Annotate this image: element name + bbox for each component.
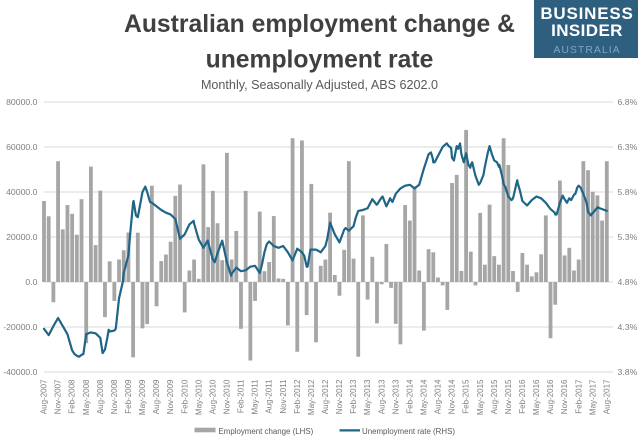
svg-text:4.8%: 4.8%: [618, 277, 638, 287]
svg-text:Unemployment rate (RHS): Unemployment rate (RHS): [362, 427, 455, 436]
svg-text:Aug-2009: Aug-2009: [152, 379, 161, 414]
svg-text:Aug-2013: Aug-2013: [377, 379, 386, 414]
svg-text:4.3%: 4.3%: [618, 322, 638, 332]
svg-text:6.8%: 6.8%: [618, 97, 638, 107]
svg-text:Feb-2014: Feb-2014: [405, 379, 414, 414]
svg-text:Monthly, Seasonally Adjusted,: Monthly, Seasonally Adjusted, ABS 6202.0: [201, 78, 438, 92]
svg-text:-20000.0: -20000.0: [3, 322, 37, 332]
svg-text:Aug-2014: Aug-2014: [434, 379, 443, 414]
svg-text:Australian employment change &: Australian employment change &: [124, 11, 515, 38]
svg-text:0.0: 0.0: [25, 277, 37, 287]
svg-text:Nov-2010: Nov-2010: [223, 379, 232, 414]
svg-text:May-2008: May-2008: [82, 379, 91, 415]
svg-text:BUSINESS: BUSINESS: [540, 4, 633, 23]
svg-text:May-2016: May-2016: [532, 379, 541, 415]
svg-text:May-2010: May-2010: [194, 379, 203, 415]
svg-text:Aug-2007: Aug-2007: [40, 379, 49, 414]
svg-text:Aug-2011: Aug-2011: [265, 379, 274, 414]
svg-text:AUSTRALIA: AUSTRALIA: [553, 44, 620, 56]
svg-text:May-2011: May-2011: [251, 379, 260, 415]
svg-text:Employment change (LHS): Employment change (LHS): [219, 427, 314, 436]
svg-text:Feb-2009: Feb-2009: [124, 379, 133, 414]
svg-text:Nov-2011: Nov-2011: [279, 379, 288, 414]
svg-text:May-2015: May-2015: [476, 379, 485, 415]
svg-text:Nov-2016: Nov-2016: [560, 379, 569, 414]
svg-text:Aug-2010: Aug-2010: [208, 379, 217, 414]
svg-text:Feb-2017: Feb-2017: [574, 379, 583, 414]
svg-text:Feb-2011: Feb-2011: [237, 379, 246, 413]
svg-text:Feb-2015: Feb-2015: [462, 379, 471, 414]
svg-text:-40000.0: -40000.0: [3, 367, 37, 377]
svg-text:May-2013: May-2013: [363, 379, 372, 415]
svg-text:6.3%: 6.3%: [618, 142, 638, 152]
svg-text:Aug-2016: Aug-2016: [546, 379, 555, 414]
svg-text:Aug-2012: Aug-2012: [321, 379, 330, 414]
svg-text:Nov-2009: Nov-2009: [166, 379, 175, 414]
svg-text:Aug-2017: Aug-2017: [602, 379, 611, 414]
svg-text:Aug-2008: Aug-2008: [96, 379, 105, 414]
svg-text:Feb-2016: Feb-2016: [518, 379, 527, 414]
svg-text:May-2017: May-2017: [588, 379, 597, 415]
svg-text:May-2009: May-2009: [138, 379, 147, 415]
svg-text:INSIDER: INSIDER: [551, 21, 623, 40]
svg-text:Nov-2008: Nov-2008: [110, 379, 119, 414]
svg-text:Nov-2015: Nov-2015: [504, 379, 513, 414]
svg-text:80000.0: 80000.0: [6, 97, 38, 107]
svg-text:Feb-2012: Feb-2012: [293, 379, 302, 414]
svg-text:20000.0: 20000.0: [6, 232, 38, 242]
svg-text:Aug-2015: Aug-2015: [490, 379, 499, 414]
svg-text:May-2012: May-2012: [307, 379, 316, 415]
svg-text:Feb-2008: Feb-2008: [68, 379, 77, 414]
svg-text:unemployment rate: unemployment rate: [206, 47, 434, 74]
svg-text:40000.0: 40000.0: [6, 187, 38, 197]
svg-text:Nov-2007: Nov-2007: [54, 379, 63, 414]
svg-text:Nov-2014: Nov-2014: [448, 379, 457, 414]
svg-text:Feb-2013: Feb-2013: [349, 379, 358, 414]
svg-text:3.8%: 3.8%: [618, 367, 638, 377]
svg-text:Nov-2013: Nov-2013: [391, 379, 400, 414]
svg-text:Feb-2010: Feb-2010: [180, 379, 189, 414]
svg-text:60000.0: 60000.0: [6, 142, 38, 152]
svg-text:5.3%: 5.3%: [618, 232, 638, 242]
svg-text:5.8%: 5.8%: [618, 187, 638, 197]
svg-text:May-2014: May-2014: [419, 379, 428, 415]
svg-text:Nov-2012: Nov-2012: [335, 379, 344, 414]
